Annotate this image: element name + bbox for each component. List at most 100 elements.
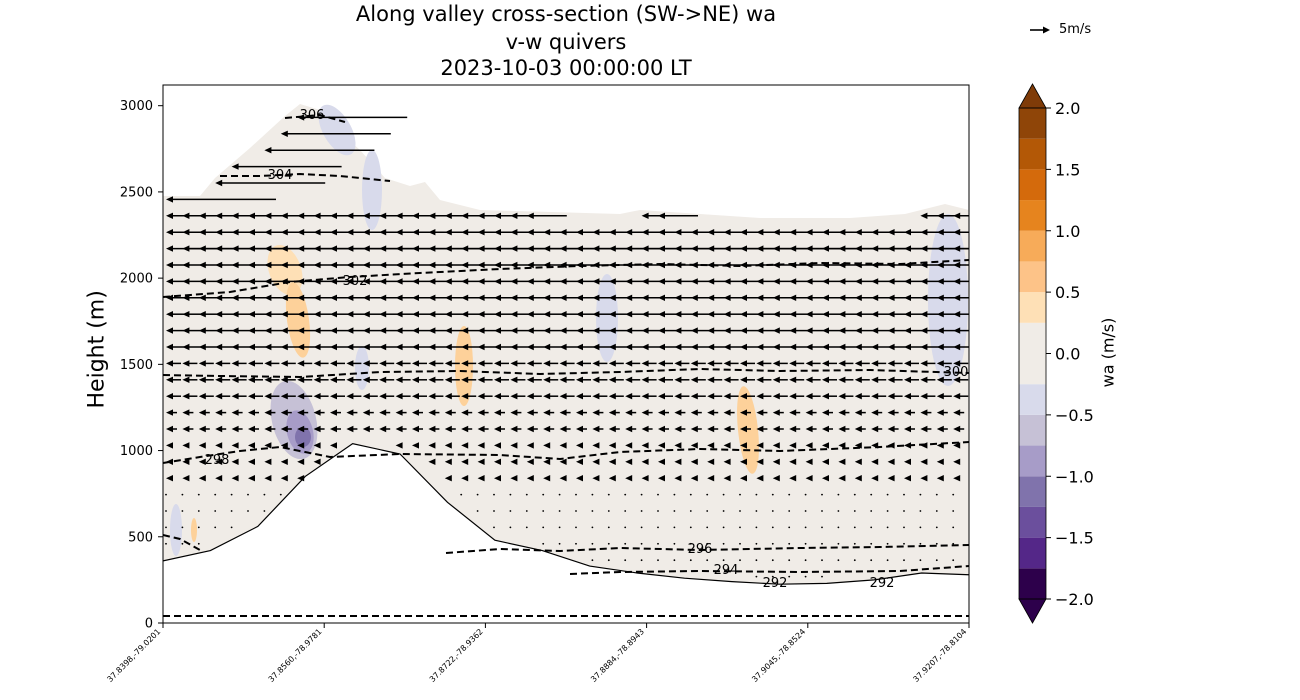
wind-arrow bbox=[772, 327, 791, 334]
wind-arrow bbox=[182, 425, 194, 433]
wind-arrow bbox=[559, 311, 578, 318]
wind-arrow bbox=[871, 393, 887, 400]
y-tick-label: 0 bbox=[145, 617, 153, 632]
wind-arrow bbox=[625, 475, 633, 482]
wind-arrow bbox=[658, 425, 669, 433]
wind-arrow bbox=[591, 542, 594, 545]
contour-label: 300 bbox=[944, 365, 969, 380]
wind-arrow bbox=[658, 311, 676, 318]
wind-arrow bbox=[935, 493, 938, 496]
wind-arrow bbox=[706, 510, 709, 512]
wind-arrow bbox=[428, 376, 444, 383]
wind-arrow bbox=[477, 311, 496, 318]
wind-arrow bbox=[346, 311, 365, 318]
wind-arrow bbox=[772, 360, 788, 367]
wind-arrow bbox=[920, 311, 939, 318]
wind-arrow bbox=[493, 510, 495, 512]
wind-arrow bbox=[428, 360, 444, 367]
wind-arrow bbox=[543, 442, 551, 449]
x-tick-label: 37.8884,-78.8943 bbox=[589, 627, 646, 684]
wind-arrow bbox=[231, 442, 239, 449]
wind-arrow bbox=[264, 425, 276, 433]
wind-arrow bbox=[690, 393, 706, 400]
wind-arrow bbox=[789, 475, 797, 482]
wind-arrow bbox=[428, 327, 447, 334]
wind-arrow bbox=[362, 376, 378, 383]
wind-arrow bbox=[657, 526, 659, 529]
wind-arrow bbox=[230, 510, 233, 512]
wind-arrow bbox=[641, 442, 649, 449]
wind-arrow bbox=[198, 458, 206, 465]
theta-contour bbox=[163, 441, 969, 464]
wind-arrow bbox=[903, 493, 905, 496]
wind-arrow bbox=[739, 493, 741, 496]
wind-arrow bbox=[215, 311, 234, 318]
wind-arrow bbox=[707, 475, 715, 482]
wind-arrow bbox=[182, 409, 194, 416]
y-tick-label: 1000 bbox=[120, 444, 153, 459]
wind-arrow bbox=[625, 458, 633, 465]
wind-arrow bbox=[198, 311, 217, 318]
wind-arrow bbox=[526, 212, 567, 219]
wind-arrow bbox=[723, 376, 739, 383]
wind-arrow bbox=[871, 425, 883, 433]
wind-arrow bbox=[182, 458, 190, 465]
wind-arrow bbox=[362, 409, 374, 416]
wind-arrow bbox=[674, 442, 682, 449]
wind-arrow bbox=[625, 409, 637, 416]
wind-arrow bbox=[476, 493, 479, 496]
wind-arrow bbox=[640, 559, 643, 562]
wind-arrow bbox=[936, 393, 952, 400]
wind-arrow bbox=[837, 493, 840, 496]
wind-arrow bbox=[722, 493, 725, 496]
wind-arrow bbox=[657, 542, 659, 545]
wind-arrow bbox=[494, 458, 501, 465]
wind-arrow bbox=[674, 409, 686, 416]
wind-arrow bbox=[576, 393, 591, 400]
wind-arrow bbox=[658, 475, 665, 482]
wind-arrow bbox=[821, 510, 823, 512]
wind-arrow bbox=[952, 542, 955, 545]
wind-arrow bbox=[674, 360, 690, 367]
wind-arrow bbox=[919, 526, 922, 529]
wind-arrow bbox=[215, 458, 223, 465]
wind-arrow bbox=[510, 376, 526, 383]
wa-anomaly-patch bbox=[596, 274, 618, 362]
wind-arrow bbox=[854, 376, 870, 383]
wind-arrow bbox=[706, 559, 709, 562]
wind-arrow bbox=[690, 376, 706, 383]
wind-arrow bbox=[641, 393, 657, 400]
wind-arrow bbox=[214, 510, 217, 512]
wind-arrow bbox=[771, 542, 774, 545]
wind-arrow bbox=[658, 376, 673, 383]
wind-arrow bbox=[313, 343, 332, 351]
wind-arrow bbox=[543, 475, 551, 482]
wind-arrow bbox=[231, 163, 342, 170]
wind-arrow bbox=[755, 493, 758, 496]
wind-arrow bbox=[625, 360, 641, 367]
wind-arrow bbox=[755, 575, 758, 578]
wind-arrow bbox=[641, 376, 657, 383]
wind-arrow bbox=[165, 510, 167, 512]
wind-arrow bbox=[379, 360, 395, 367]
wind-arrow bbox=[412, 376, 427, 383]
wind-arrow bbox=[853, 510, 856, 512]
wind-arrow bbox=[412, 343, 430, 351]
wind-arrow bbox=[723, 425, 735, 433]
wind-arrow bbox=[887, 343, 906, 351]
wind-arrow bbox=[805, 311, 824, 318]
wind-arrow bbox=[870, 542, 873, 545]
wind-arrow bbox=[231, 376, 247, 383]
wind-arrow bbox=[788, 526, 791, 529]
wind-arrow bbox=[592, 442, 600, 449]
wind-arrow bbox=[608, 393, 624, 400]
wind-arrow bbox=[215, 425, 227, 433]
wind-arrow bbox=[920, 425, 932, 433]
wind-arrow bbox=[822, 393, 837, 400]
wind-arrow bbox=[953, 458, 961, 465]
wind-arrow bbox=[247, 493, 249, 496]
wind-arrow bbox=[494, 360, 509, 367]
wind-arrow bbox=[166, 360, 181, 367]
wind-arrow bbox=[756, 409, 768, 416]
wind-arrow bbox=[789, 311, 808, 318]
